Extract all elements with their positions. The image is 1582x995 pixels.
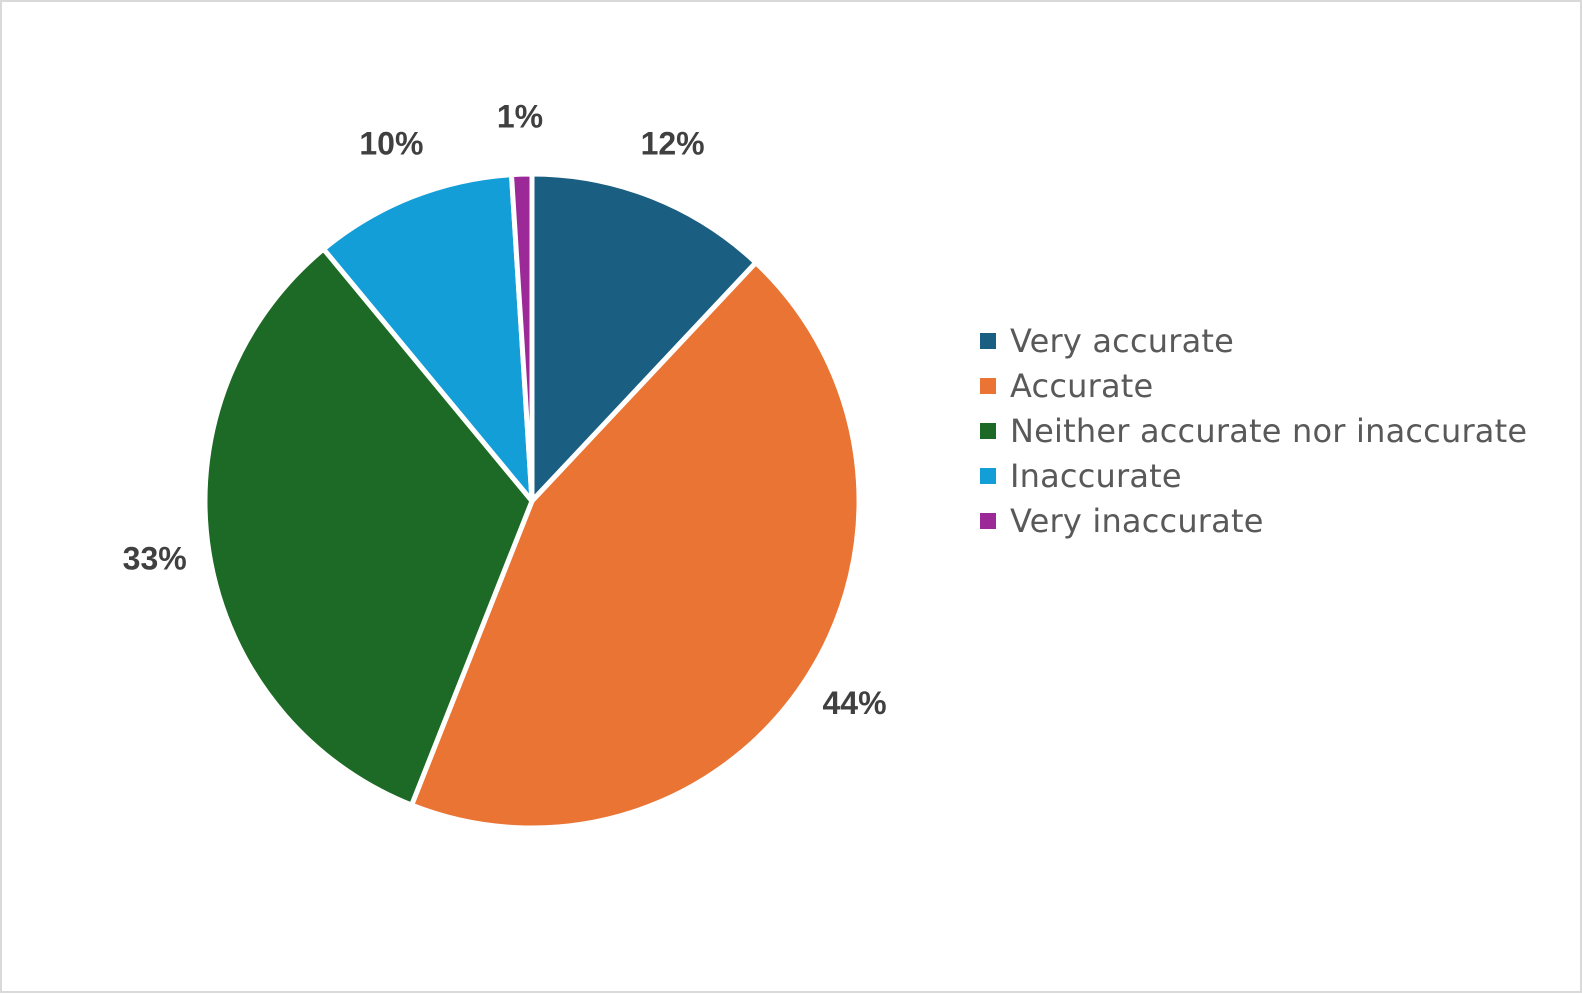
legend-label: Inaccurate [1010, 456, 1182, 495]
data-label-accurate: 44% [822, 685, 886, 721]
pie-slices [202, 171, 862, 831]
pie-slice-very-accurate [529, 171, 759, 504]
legend-swatch [980, 467, 996, 484]
data-label-inaccurate: 10% [359, 125, 423, 161]
legend-label: Accurate [1010, 366, 1154, 405]
legend-swatch [980, 332, 996, 349]
data-label-very-inaccurate: 1% [497, 99, 543, 135]
legend-label: Very inaccurate [1010, 501, 1264, 540]
legend-item-neither: Neither accurate nor inaccurate [980, 408, 1527, 453]
pie-slice-neither [202, 246, 535, 808]
data-label-very-accurate: 12% [641, 125, 705, 161]
legend-item-accurate: Accurate [980, 363, 1527, 408]
legend-swatch [980, 512, 996, 529]
legend-label: Very accurate [1010, 321, 1235, 360]
pie-slice-very-inaccurate [508, 171, 535, 504]
data-label-neither: 33% [123, 540, 187, 576]
legend-swatch [980, 422, 996, 439]
legend-item-very-accurate: Very accurate [980, 318, 1527, 363]
data-labels: 12% 44% 33% 10% 1% [123, 99, 887, 722]
pie-slice-inaccurate [321, 172, 535, 504]
legend-item-inaccurate: Inaccurate [980, 453, 1527, 498]
legend-label: Neither accurate nor inaccurate [1010, 411, 1528, 450]
legend: Very accurate Accurate Neither accurate … [980, 318, 1527, 543]
pie-slice-accurate [409, 260, 862, 831]
legend-item-very-inaccurate: Very inaccurate [980, 498, 1527, 543]
legend-swatch [980, 377, 996, 394]
